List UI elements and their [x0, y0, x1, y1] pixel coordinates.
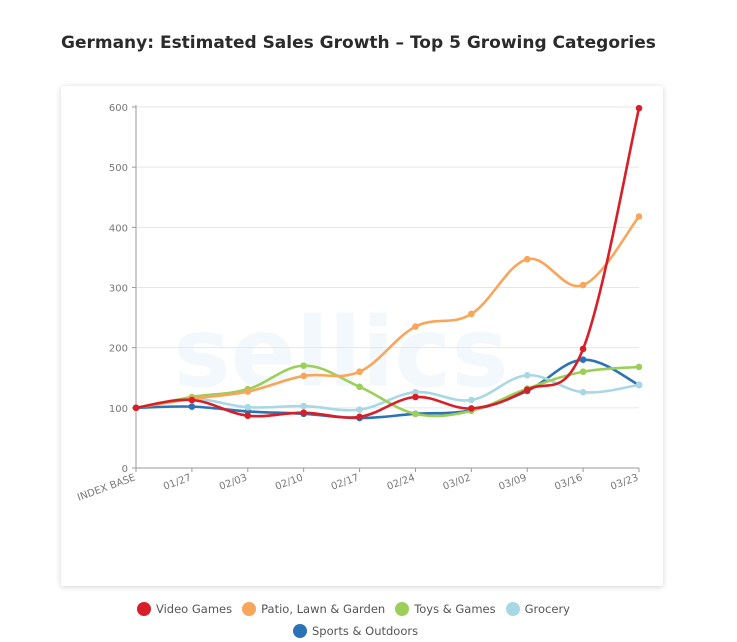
line-chart: sellics 0 100 200 300 400 500 600 INDEX BASE 01…: [76, 103, 643, 504]
data-point-patio-lawn-garden[interactable]: [468, 310, 475, 318]
y-tick-labels: 0 100 200 300 400 500 600: [109, 103, 128, 475]
y-tick-label: 0: [122, 464, 128, 475]
x-tick-label: 03/16: [553, 472, 584, 492]
data-point-grocery[interactable]: [523, 372, 531, 379]
data-point-video-games[interactable]: [523, 386, 531, 394]
data-point-video-games[interactable]: [244, 412, 252, 419]
legend: Video Games Patio, Lawn & Garden Toys & Ga…: [137, 598, 657, 642]
y-tick-label: 600: [109, 103, 128, 114]
data-point-patio-lawn-garden[interactable]: [356, 368, 363, 376]
x-tick-label: INDEX BASE: [76, 472, 137, 503]
legend-label: Grocery: [524, 602, 570, 616]
svg-text:sellics: sellics: [173, 297, 508, 409]
series-video-games: [132, 104, 643, 421]
data-point-sports-outdoors[interactable]: [579, 356, 587, 364]
x-tick-label: 02/03: [218, 472, 249, 492]
data-point-toys-games[interactable]: [356, 383, 363, 391]
series-line-patio-lawn-garden: [134, 215, 641, 410]
data-point-video-games[interactable]: [579, 345, 587, 353]
data-point-video-games[interactable]: [132, 404, 140, 412]
x-tick-label: 02/10: [274, 472, 305, 492]
series-line-toys-games: [134, 364, 641, 418]
legend-label: Patio, Lawn & Garden: [261, 602, 386, 616]
legend-swatch: [395, 602, 410, 616]
data-point-grocery[interactable]: [635, 381, 643, 389]
chart-title: Germany: Estimated Sales Growth – Top 5 …: [61, 33, 656, 53]
data-point-sports-outdoors[interactable]: [188, 403, 196, 410]
data-point-patio-lawn-garden[interactable]: [579, 281, 587, 289]
data-point-video-games[interactable]: [635, 104, 643, 112]
x-tick-label: 01/27: [162, 472, 193, 492]
data-point-grocery[interactable]: [468, 396, 475, 404]
sellics-watermark: sellics: [173, 297, 508, 409]
y-tick-label: 200: [109, 344, 128, 355]
data-point-toys-games[interactable]: [579, 368, 587, 376]
legend-swatch: [137, 602, 151, 616]
data-point-video-games[interactable]: [468, 405, 475, 412]
data-point-patio-lawn-garden[interactable]: [412, 323, 419, 330]
legend-row-2: Sports & Outdoors: [137, 620, 657, 642]
data-point-grocery[interactable]: [244, 403, 252, 411]
legend-swatch: [293, 624, 307, 638]
y-tick-label: 300: [109, 284, 128, 295]
data-point-video-games[interactable]: [356, 413, 363, 421]
x-tick-label: 03/02: [442, 472, 473, 492]
data-point-video-games[interactable]: [300, 409, 307, 416]
data-point-patio-lawn-garden[interactable]: [635, 213, 643, 220]
data-point-patio-lawn-garden[interactable]: [300, 372, 307, 380]
legend-item-video-games[interactable]: Video Games: [137, 602, 232, 616]
legend-label: Toys & Games: [414, 602, 496, 616]
data-point-grocery[interactable]: [300, 402, 307, 410]
legend-label: Video Games: [156, 602, 233, 616]
data-point-grocery[interactable]: [579, 388, 587, 396]
data-point-toys-games[interactable]: [412, 410, 419, 418]
y-tick-label: 100: [109, 404, 128, 415]
x-tick-label: 03/23: [609, 472, 640, 492]
y-tick-label: 500: [109, 163, 128, 174]
legend-swatch: [242, 602, 257, 616]
x-tick-label: 02/24: [386, 472, 417, 492]
x-tick-label: 02/17: [330, 472, 361, 492]
data-point-patio-lawn-garden[interactable]: [523, 255, 531, 263]
data-point-patio-lawn-garden[interactable]: [244, 388, 252, 395]
legend-row-1: Video Games Patio, Lawn & Garden Toys & Ga…: [137, 598, 657, 620]
series-line-grocery: [134, 374, 641, 412]
data-point-grocery[interactable]: [412, 388, 419, 396]
legend-item-patio-lawn-garden[interactable]: Patio, Lawn & Garden: [242, 602, 385, 616]
data-point-video-games[interactable]: [188, 396, 196, 404]
legend-item-sports-outdoors[interactable]: Sports & Outdoors: [293, 624, 418, 638]
chart-card: sellics 0 100 200 300 400 500 600 INDEX BASE 01…: [61, 86, 663, 638]
legend-item-grocery[interactable]: Grocery: [505, 602, 570, 616]
data-point-toys-games[interactable]: [300, 362, 307, 370]
data-point-toys-games[interactable]: [635, 363, 643, 371]
x-tick-labels: INDEX BASE 01/27 02/03 02/10 02/17 02/24 03/02…: [76, 472, 640, 503]
data-point-grocery[interactable]: [356, 406, 363, 413]
y-tick-label: 400: [109, 223, 128, 234]
legend-swatch: [505, 602, 520, 616]
series-lines: [132, 104, 643, 422]
data-point-video-games[interactable]: [412, 393, 419, 401]
legend-label: Sports & Outdoors: [312, 624, 419, 638]
legend-item-toys-games[interactable]: Toys & Games: [395, 602, 496, 616]
x-tick-label: 03/09: [497, 472, 528, 492]
